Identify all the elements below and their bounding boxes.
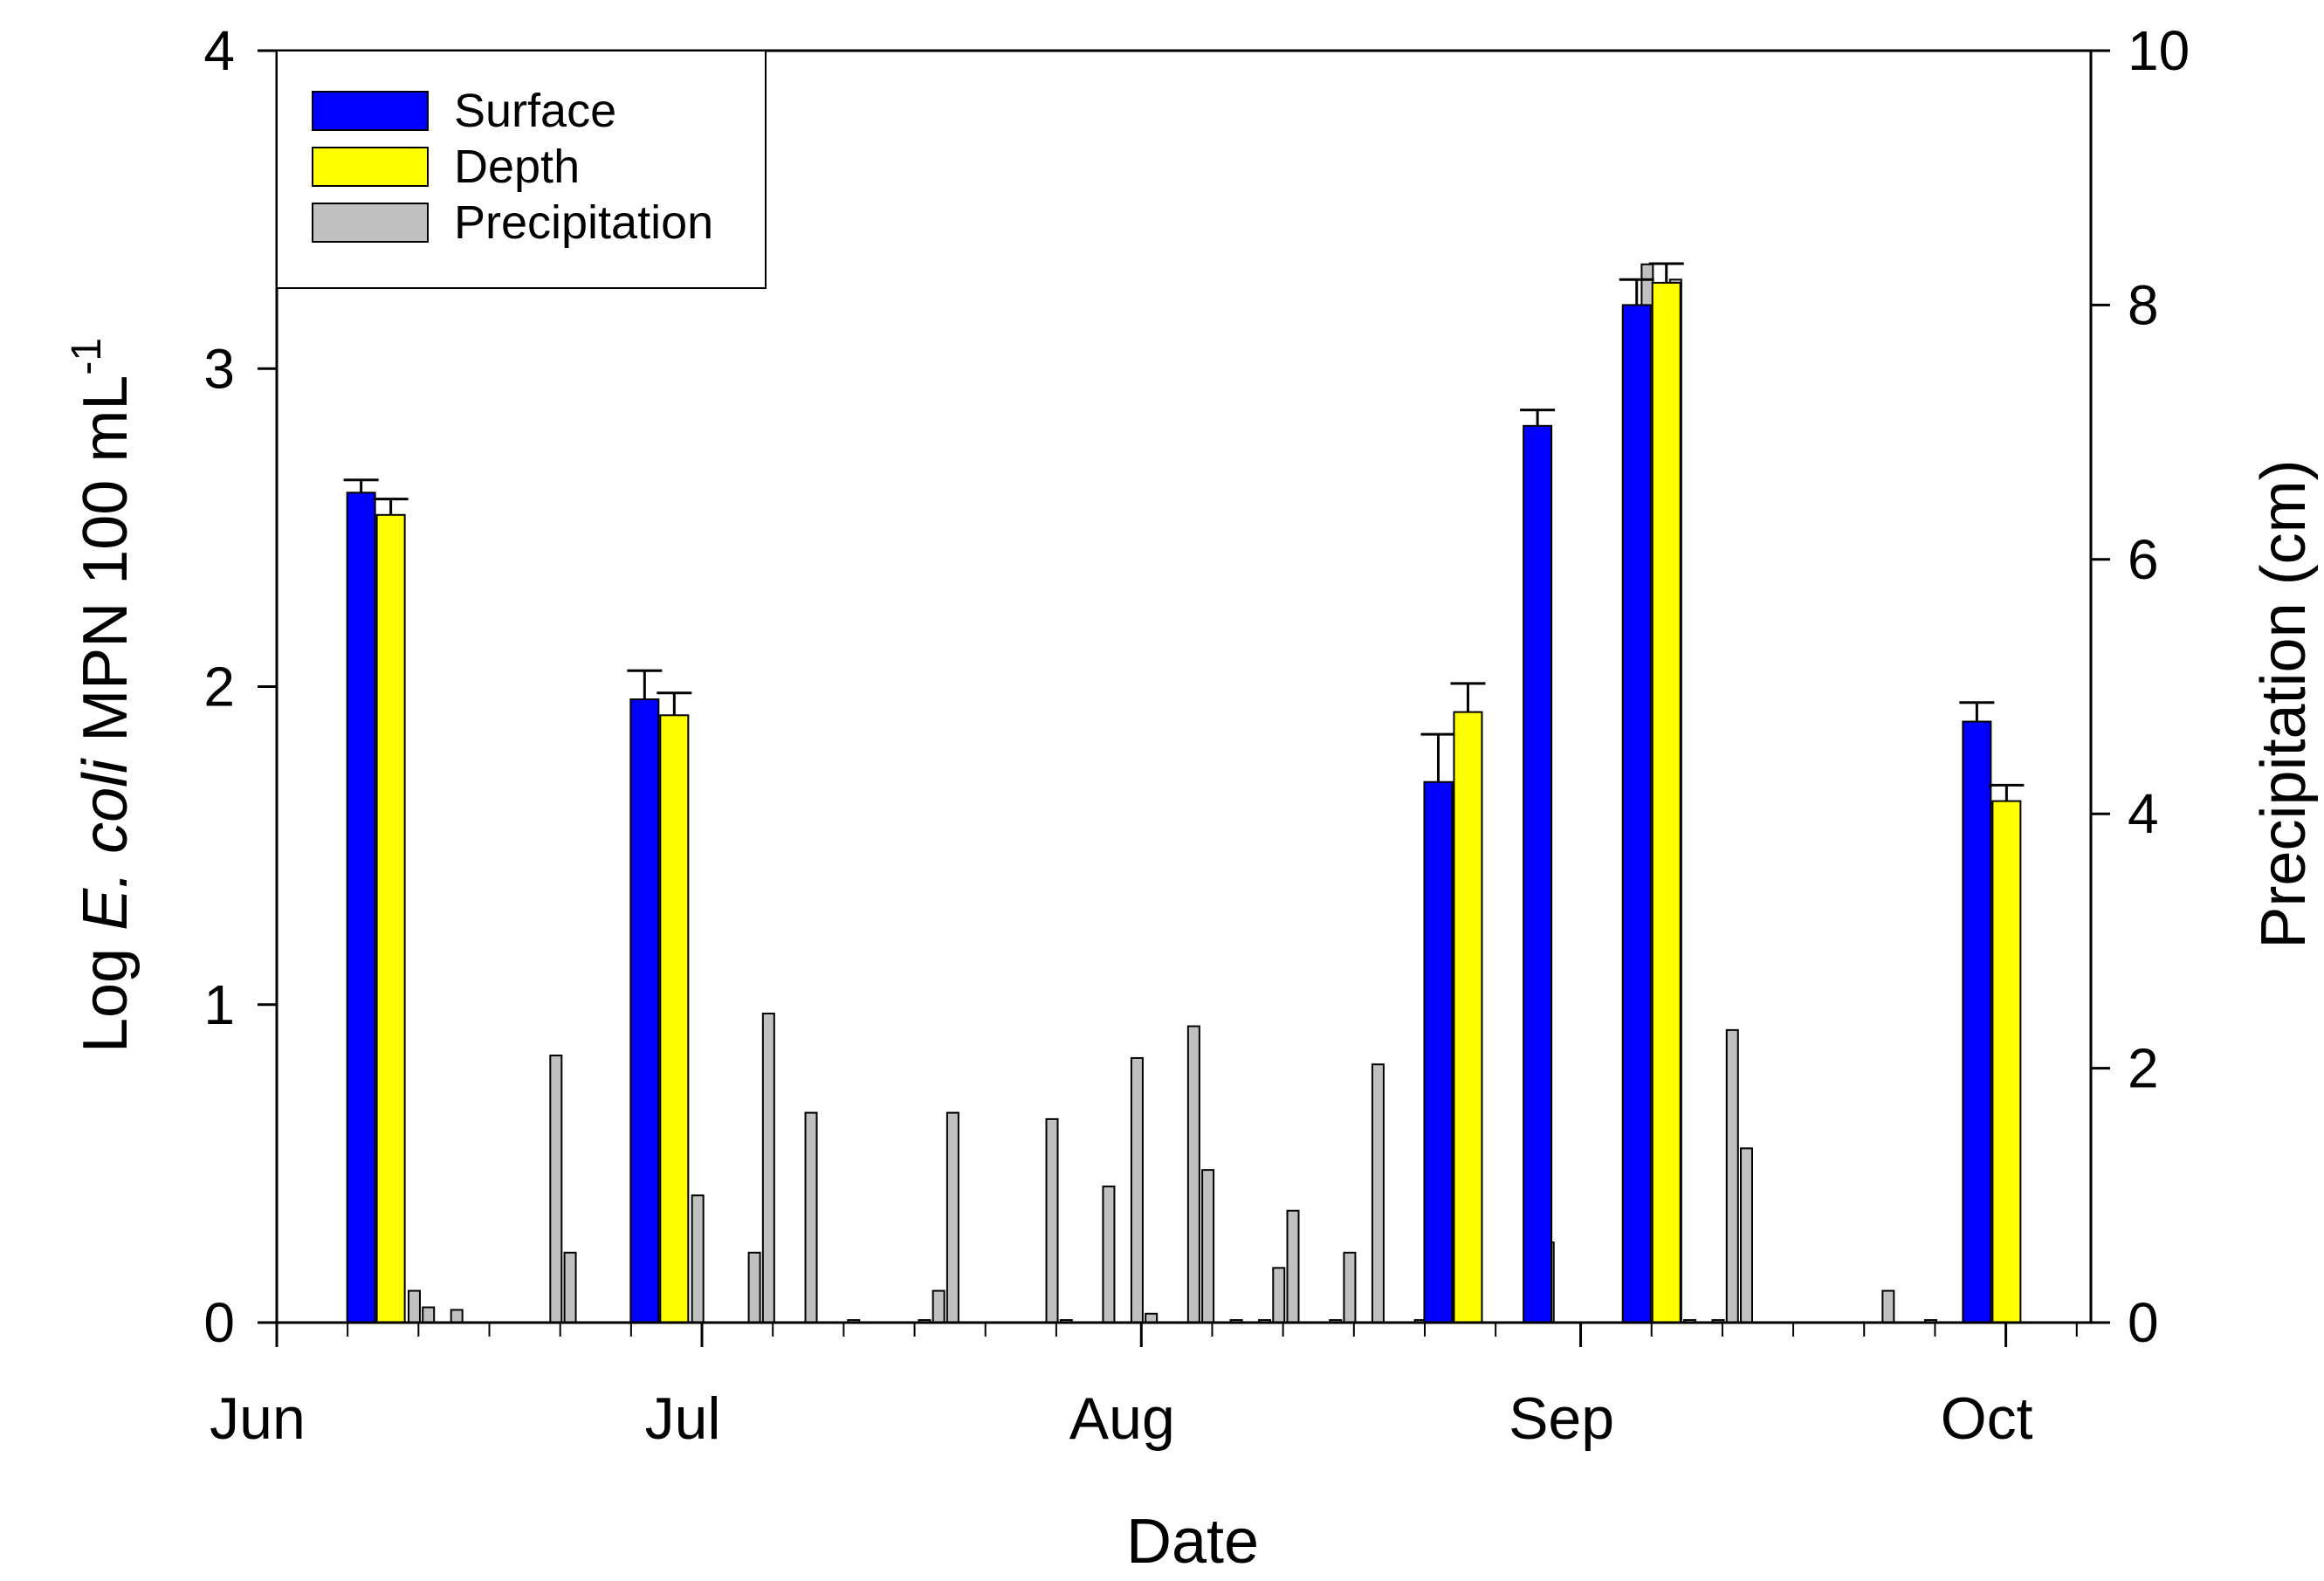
y-tick-label: 0: [203, 1291, 235, 1354]
precipitation-bar: [450, 1309, 464, 1324]
x-tick-label-month: Sep: [1509, 1385, 1614, 1452]
y-tick-label: 2: [203, 656, 235, 718]
x-tick-label-month: Jun: [210, 1385, 306, 1452]
precipitation-bar: [691, 1194, 705, 1324]
y-axis-title: Log E. coli MPN 100 mL-1: [64, 338, 141, 1053]
precipitation-bar: [1881, 1289, 1895, 1323]
precipitation-bar: [422, 1306, 436, 1323]
y-tick-label: 1: [203, 973, 235, 1036]
precipitation-bar: [1371, 1063, 1385, 1323]
legend-swatch-surface: [312, 91, 429, 131]
y-tick-label: 4: [203, 19, 235, 82]
precipitation-bar: [549, 1055, 563, 1324]
precipitation-bar: [945, 1111, 959, 1323]
y2-tick-label: 8: [2128, 273, 2159, 336]
x-tick-label-month: Jul: [645, 1385, 721, 1452]
surface-bar: [1423, 780, 1454, 1323]
legend-swatch-precipitation: [312, 203, 429, 243]
ecoli-bars: [343, 262, 2025, 1324]
precipitation-bars: [351, 263, 2009, 1324]
axes: 0 1 2 3 4 0 2 4 6 8 10 Jun Jul Aug Sep Oct: [203, 19, 2190, 1452]
surface-bar: [1523, 424, 1553, 1324]
y-axis-title-prefix: Log: [71, 931, 141, 1053]
precipitation-bar: [1272, 1267, 1286, 1323]
precipitation-bar: [1201, 1169, 1215, 1324]
precipitation-bar: [563, 1251, 577, 1323]
legend-label-depth: Depth: [454, 141, 580, 193]
x-tick-label-month: Aug: [1069, 1385, 1175, 1452]
surface-bar: [1962, 720, 1992, 1323]
x-tick-label-month: Oct: [1941, 1385, 2033, 1452]
depth-bar: [375, 513, 406, 1323]
y-axis-title-organism: E. coli: [71, 758, 141, 931]
surface-bar: [629, 698, 660, 1323]
precipitation-bar: [1045, 1117, 1059, 1323]
y2-tick-label: 4: [2128, 782, 2159, 845]
surface-bar: [346, 491, 376, 1323]
precipitation-bar: [1186, 1025, 1200, 1324]
x-axis-title: Date: [1126, 1507, 1259, 1577]
depth-bar: [1991, 800, 2022, 1323]
precipitation-bar: [932, 1289, 945, 1323]
y2-axis-title: Precipitation (cm): [2249, 459, 2319, 948]
y2-tick-label: 6: [2128, 528, 2159, 591]
precipitation-bar: [407, 1289, 421, 1323]
precipitation-bar: [1286, 1209, 1300, 1324]
precipitation-bar: [1130, 1056, 1144, 1323]
y2-tick-label: 10: [2128, 19, 2190, 82]
legend: Surface Depth Precipitation: [276, 50, 767, 289]
depth-bar: [1453, 711, 1483, 1323]
legend-label-precipitation: Precipitation: [454, 196, 713, 249]
depth-bar: [659, 714, 690, 1323]
y-axis-title-superscript: -1: [64, 338, 110, 375]
legend-swatch-depth: [312, 147, 429, 187]
y-axis-title-units: MPN 100 mL: [71, 375, 141, 760]
precipitation-bar: [747, 1251, 761, 1323]
y-tick-label: 3: [203, 337, 235, 400]
precipitation-bar: [1145, 1312, 1159, 1324]
y2-tick-label: 2: [2128, 1037, 2159, 1100]
depth-bar: [1651, 281, 1681, 1324]
surface-bar: [1621, 304, 1652, 1323]
precipitation-bar: [1725, 1028, 1739, 1323]
precipitation-bar: [1343, 1251, 1357, 1323]
legend-label-surface: Surface: [454, 85, 616, 137]
precipitation-bar: [1740, 1147, 1754, 1323]
precipitation-bar: [761, 1012, 775, 1323]
y2-tick-label: 0: [2128, 1291, 2159, 1354]
precipitation-bar: [1102, 1186, 1116, 1323]
precipitation-bar: [804, 1111, 818, 1323]
